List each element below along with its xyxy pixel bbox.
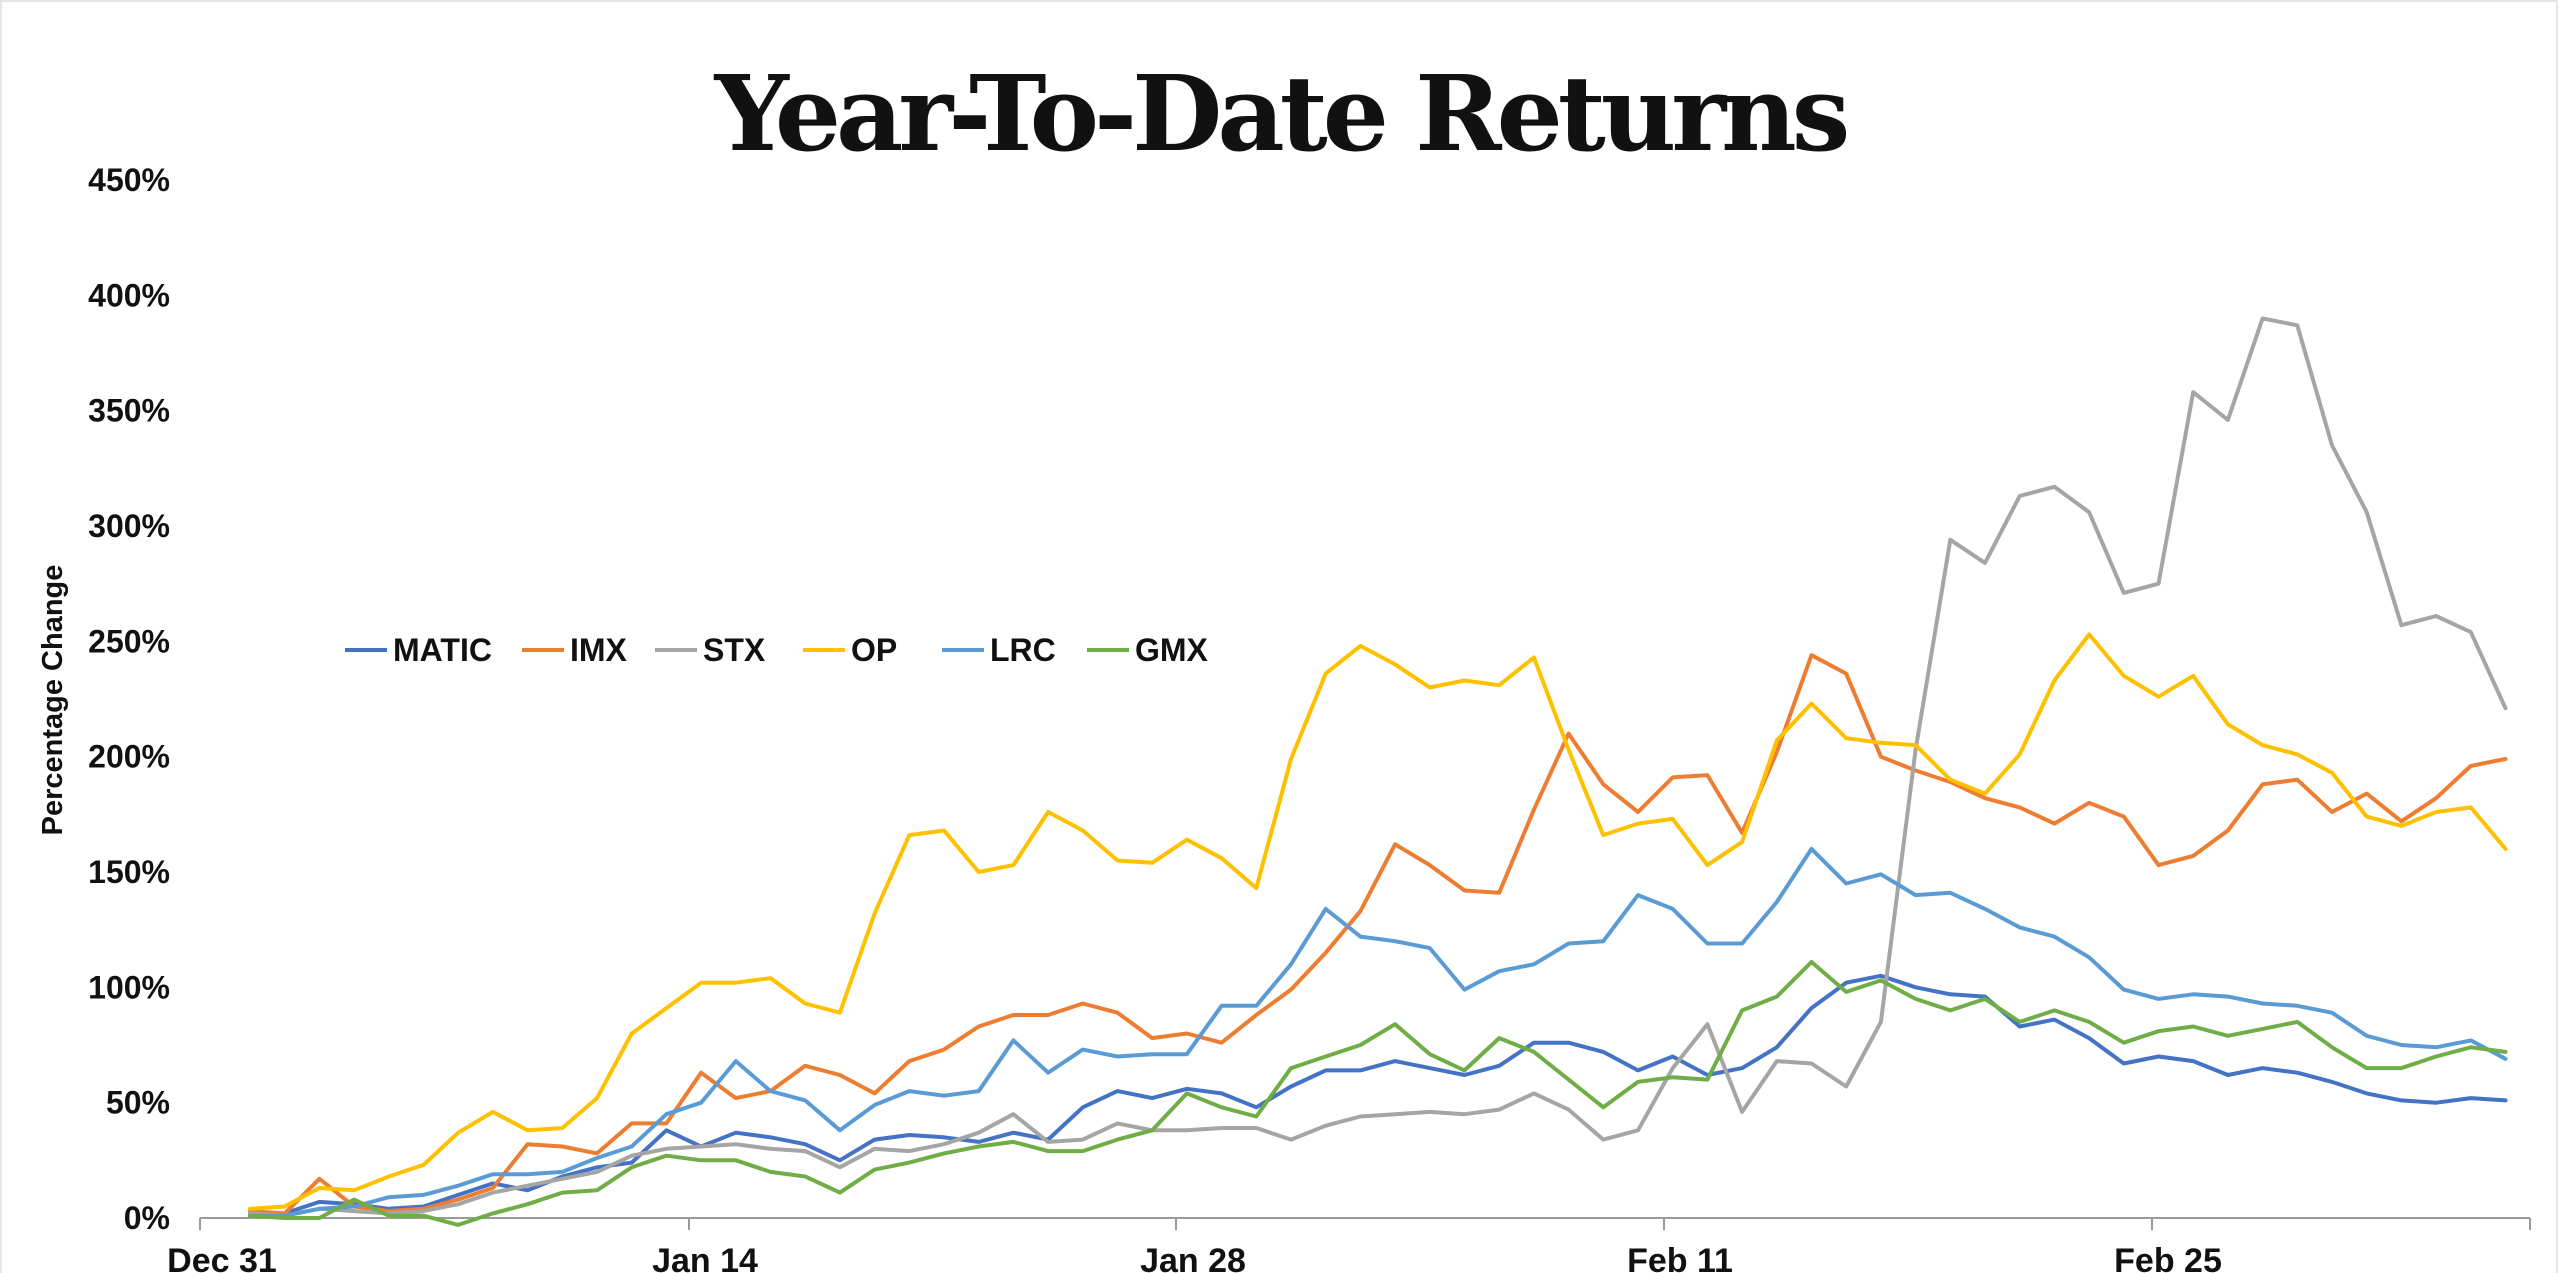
series-line-op [248,632,2508,1211]
legend-label-lrc: LRC [990,632,1056,668]
y-axis-ticks: 0% 50% 100% 150% 200% 250% 300% 350% 400% 450% [88,162,170,1236]
y-tick-label: 0% [124,1200,170,1236]
y-tick-label: 400% [88,277,170,313]
series-line-stx [248,316,2508,1218]
series-lines [248,316,2508,1227]
y-tick-label: 450% [88,162,170,198]
legend-label-matic: MATIC [393,632,492,668]
series-line-lrc [248,846,2508,1218]
y-tick-label: 200% [88,739,170,775]
series-line-gmx [248,960,2508,1227]
legend-label-op: OP [851,632,897,668]
series-line-imx [248,653,2508,1216]
y-tick-label: 250% [88,623,170,659]
legend-label-gmx: GMX [1135,632,1209,668]
chart-title: Year-To-Date Returns [714,52,1851,175]
x-tick-label: Feb 25 [2114,1242,2222,1273]
y-tick-label: 100% [88,969,170,1005]
y-tick-label: 300% [88,508,170,544]
x-axis: Dec 31 Jan 14 Jan 28 Feb 11 Feb 25 [167,1217,2531,1273]
x-tick-label: Dec 31 [167,1242,277,1273]
legend-label-stx: STX [703,632,766,668]
x-tick-label: Feb 11 [1627,1242,1733,1273]
y-axis-label: Percentage Change [37,565,69,836]
y-tick-label: 50% [106,1085,170,1121]
legend-label-imx: IMX [570,632,628,668]
y-tick-label: 350% [88,393,170,429]
x-tick-label: Jan 14 [652,1242,758,1273]
series-line-matic [248,973,2508,1218]
legend: MATIC IMX STX OP LRC GMX [345,632,1209,668]
x-tick-label: Jan 28 [1140,1242,1246,1273]
y-tick-label: 150% [88,854,170,890]
